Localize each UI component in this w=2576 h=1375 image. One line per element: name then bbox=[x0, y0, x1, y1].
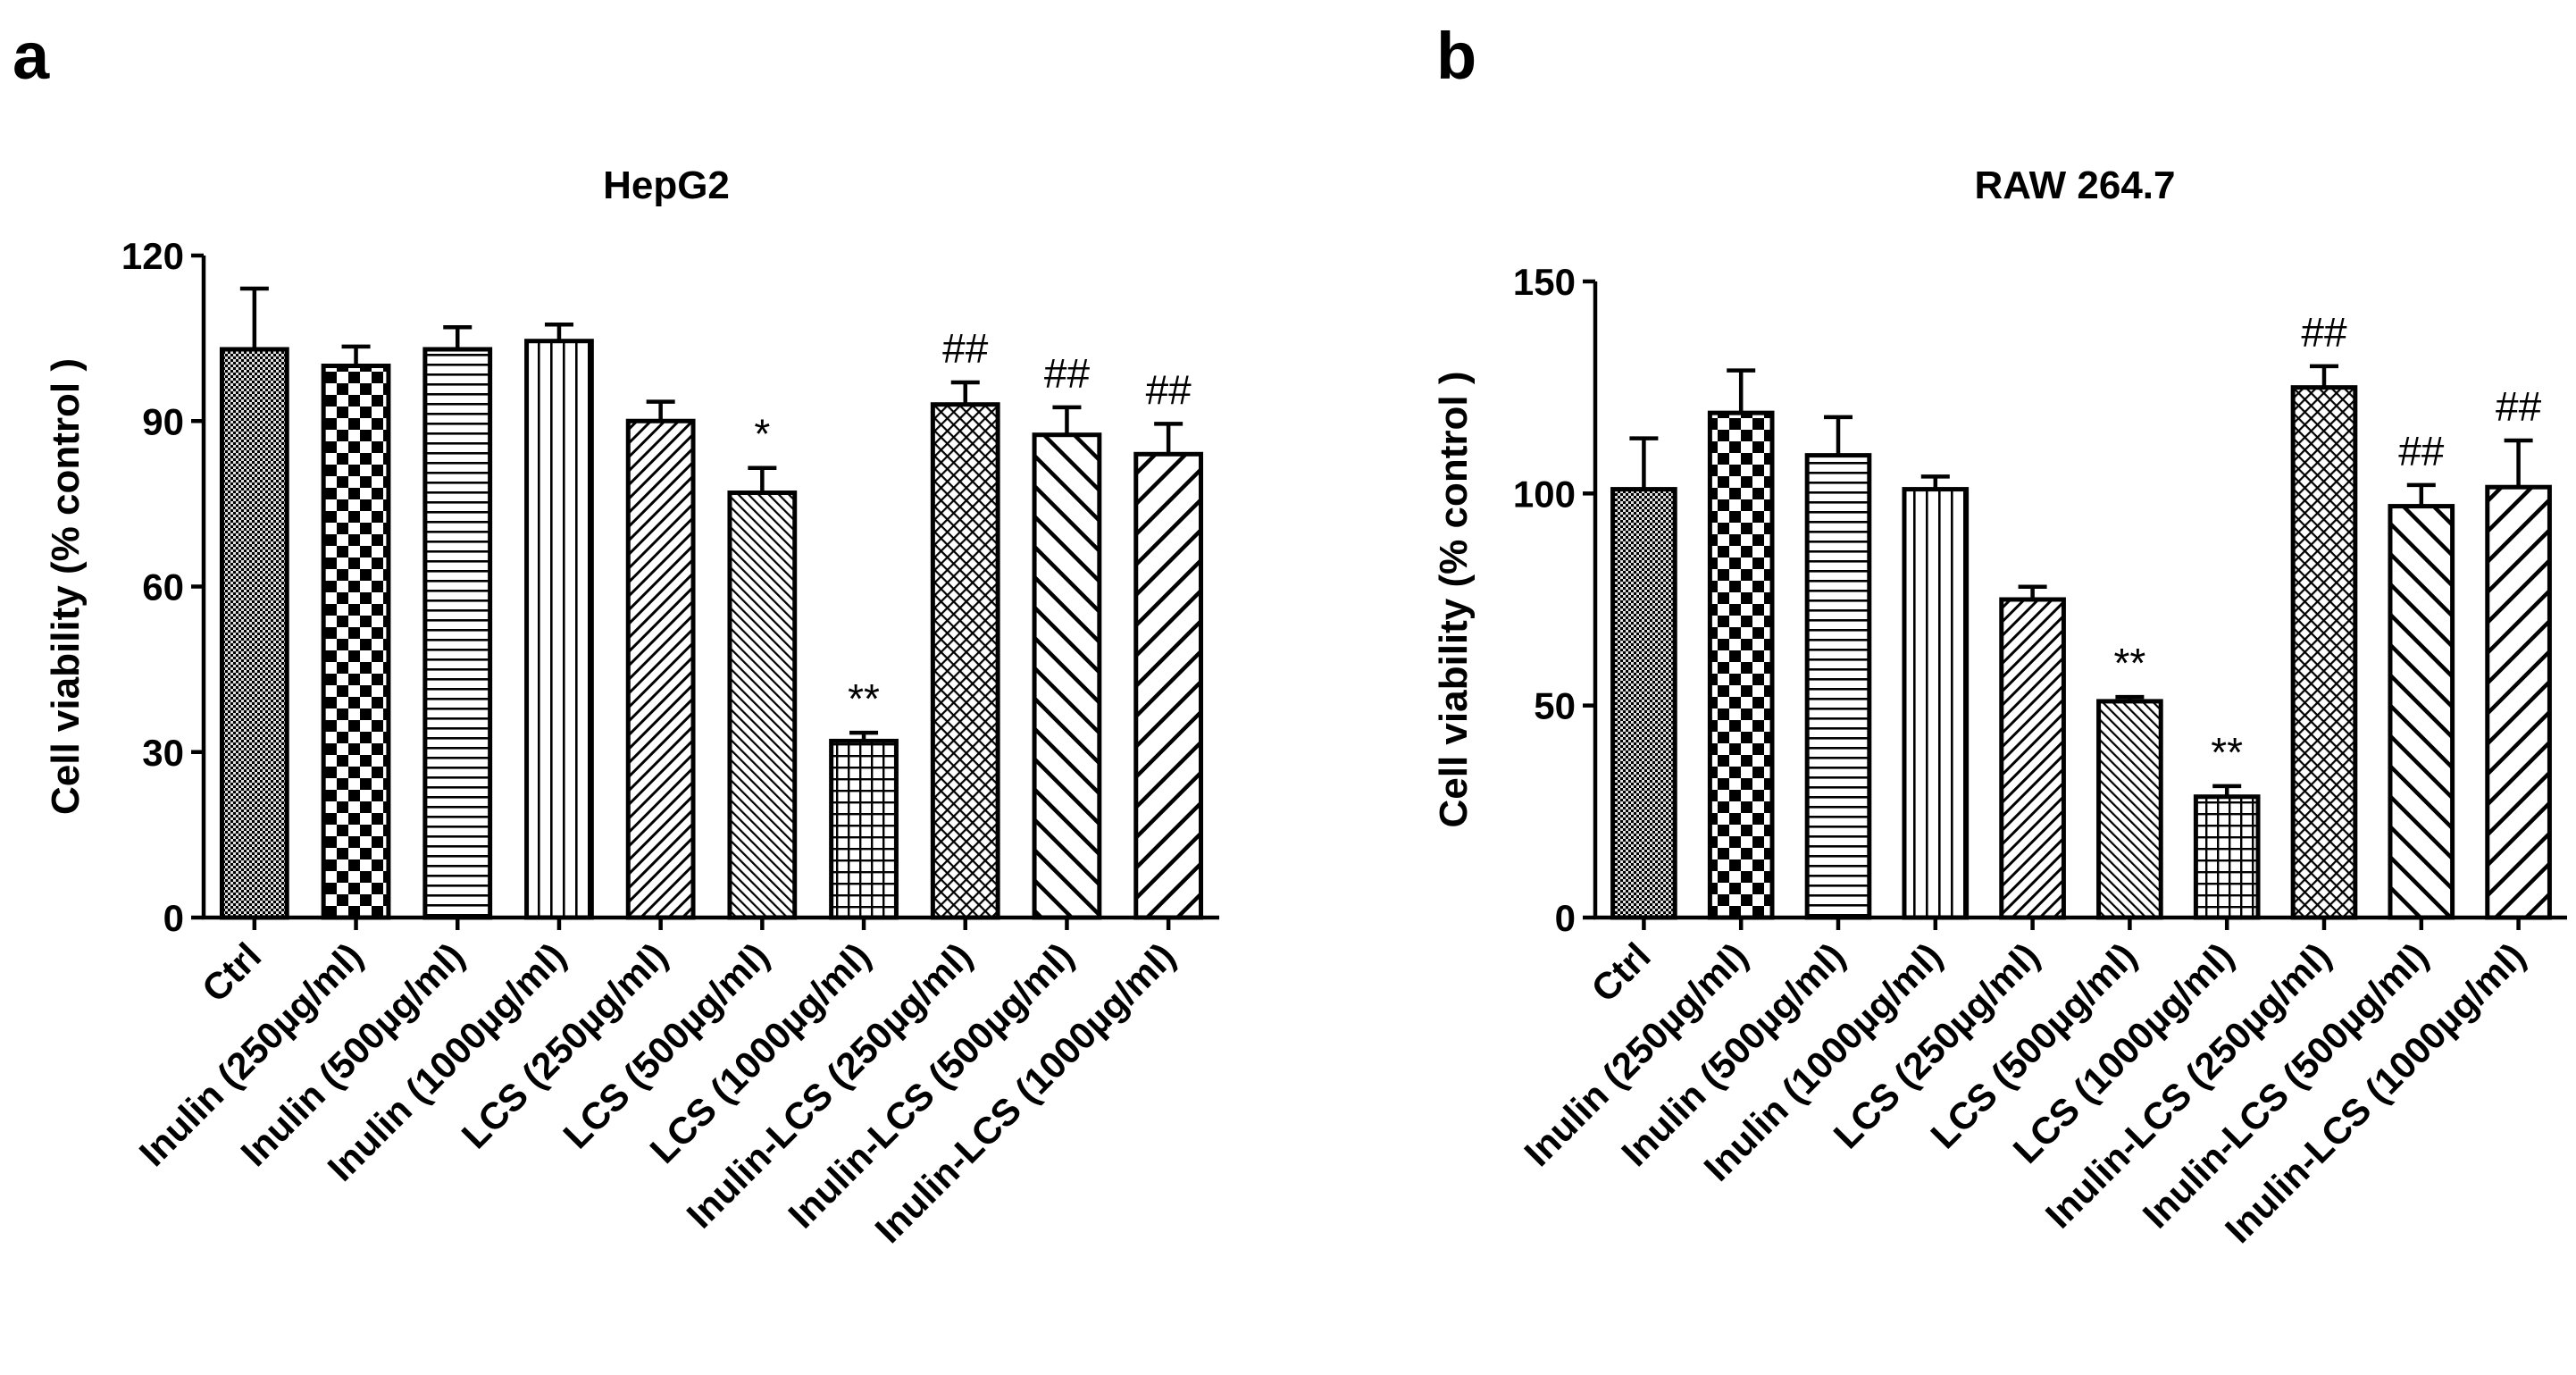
bar bbox=[2485, 484, 2552, 920]
significance-annotation: ** bbox=[848, 675, 880, 722]
y-tick-label: 100 bbox=[1513, 473, 1576, 515]
bar bbox=[930, 402, 1000, 920]
bar bbox=[1032, 432, 1102, 920]
y-axis-label: Cell viability (% control ) bbox=[44, 358, 88, 815]
bar bbox=[2193, 794, 2261, 920]
bar bbox=[1133, 451, 1204, 920]
y-tick-label: 120 bbox=[121, 235, 184, 277]
significance-annotation: ## bbox=[1146, 366, 1192, 413]
significance-annotation: ** bbox=[2113, 640, 2145, 686]
bar bbox=[2290, 385, 2358, 920]
significance-annotation: ## bbox=[2398, 428, 2445, 474]
bar bbox=[321, 364, 391, 920]
y-tick-label: 50 bbox=[1534, 685, 1576, 727]
bar bbox=[2096, 699, 2163, 920]
bar bbox=[219, 347, 289, 920]
hepg2-bar-chart: HepG2 Cell viability (% control ) 0 30 60 90 1… bbox=[44, 163, 1219, 1251]
significance-annotation: ## bbox=[2496, 383, 2542, 430]
bar bbox=[1610, 487, 1677, 920]
bar bbox=[625, 418, 696, 920]
significance-annotation: ## bbox=[1044, 350, 1091, 397]
raw-bar-chart: RAW 264.7 Cell viability (% control ) 0 50 1… bbox=[1432, 163, 2567, 1251]
y-tick-label: 60 bbox=[142, 566, 184, 608]
significance-annotation: ** bbox=[2211, 729, 2243, 776]
bar bbox=[2388, 504, 2455, 920]
x-tick-label: Ctrl bbox=[194, 935, 269, 1010]
bar bbox=[524, 339, 594, 920]
x-tick-label: Ctrl bbox=[1583, 935, 1658, 1010]
chart-title: RAW 264.7 bbox=[1975, 163, 2176, 207]
y-axis-label: Cell viability (% control ) bbox=[1432, 372, 1476, 828]
y-tick-label: 30 bbox=[142, 732, 184, 774]
bar bbox=[1902, 487, 1970, 920]
bar bbox=[1999, 597, 2066, 920]
significance-annotation: * bbox=[754, 411, 770, 457]
significance-annotation: ## bbox=[942, 325, 989, 372]
y-tick-label: 0 bbox=[1555, 897, 1576, 939]
bar bbox=[1707, 410, 1775, 920]
y-tick-label: 150 bbox=[1513, 261, 1576, 303]
chart-panel-a: a HepG2 Cell viability (% control ) 0 30 60 9… bbox=[13, 19, 1219, 1251]
panel-label-a: a bbox=[13, 19, 50, 93]
significance-annotation: ## bbox=[2301, 309, 2347, 356]
panel-label-b: b bbox=[1436, 19, 1477, 93]
y-tick-label: 90 bbox=[142, 400, 184, 442]
bar bbox=[727, 490, 798, 920]
bar bbox=[829, 738, 899, 920]
chart-title: HepG2 bbox=[603, 163, 730, 207]
bar bbox=[422, 347, 493, 920]
chart-panel-b: b RAW 264.7 Cell viability (% control ) 0 5… bbox=[1288, 0, 2576, 1375]
y-tick-label: 0 bbox=[163, 897, 184, 939]
bar bbox=[1804, 453, 1872, 920]
